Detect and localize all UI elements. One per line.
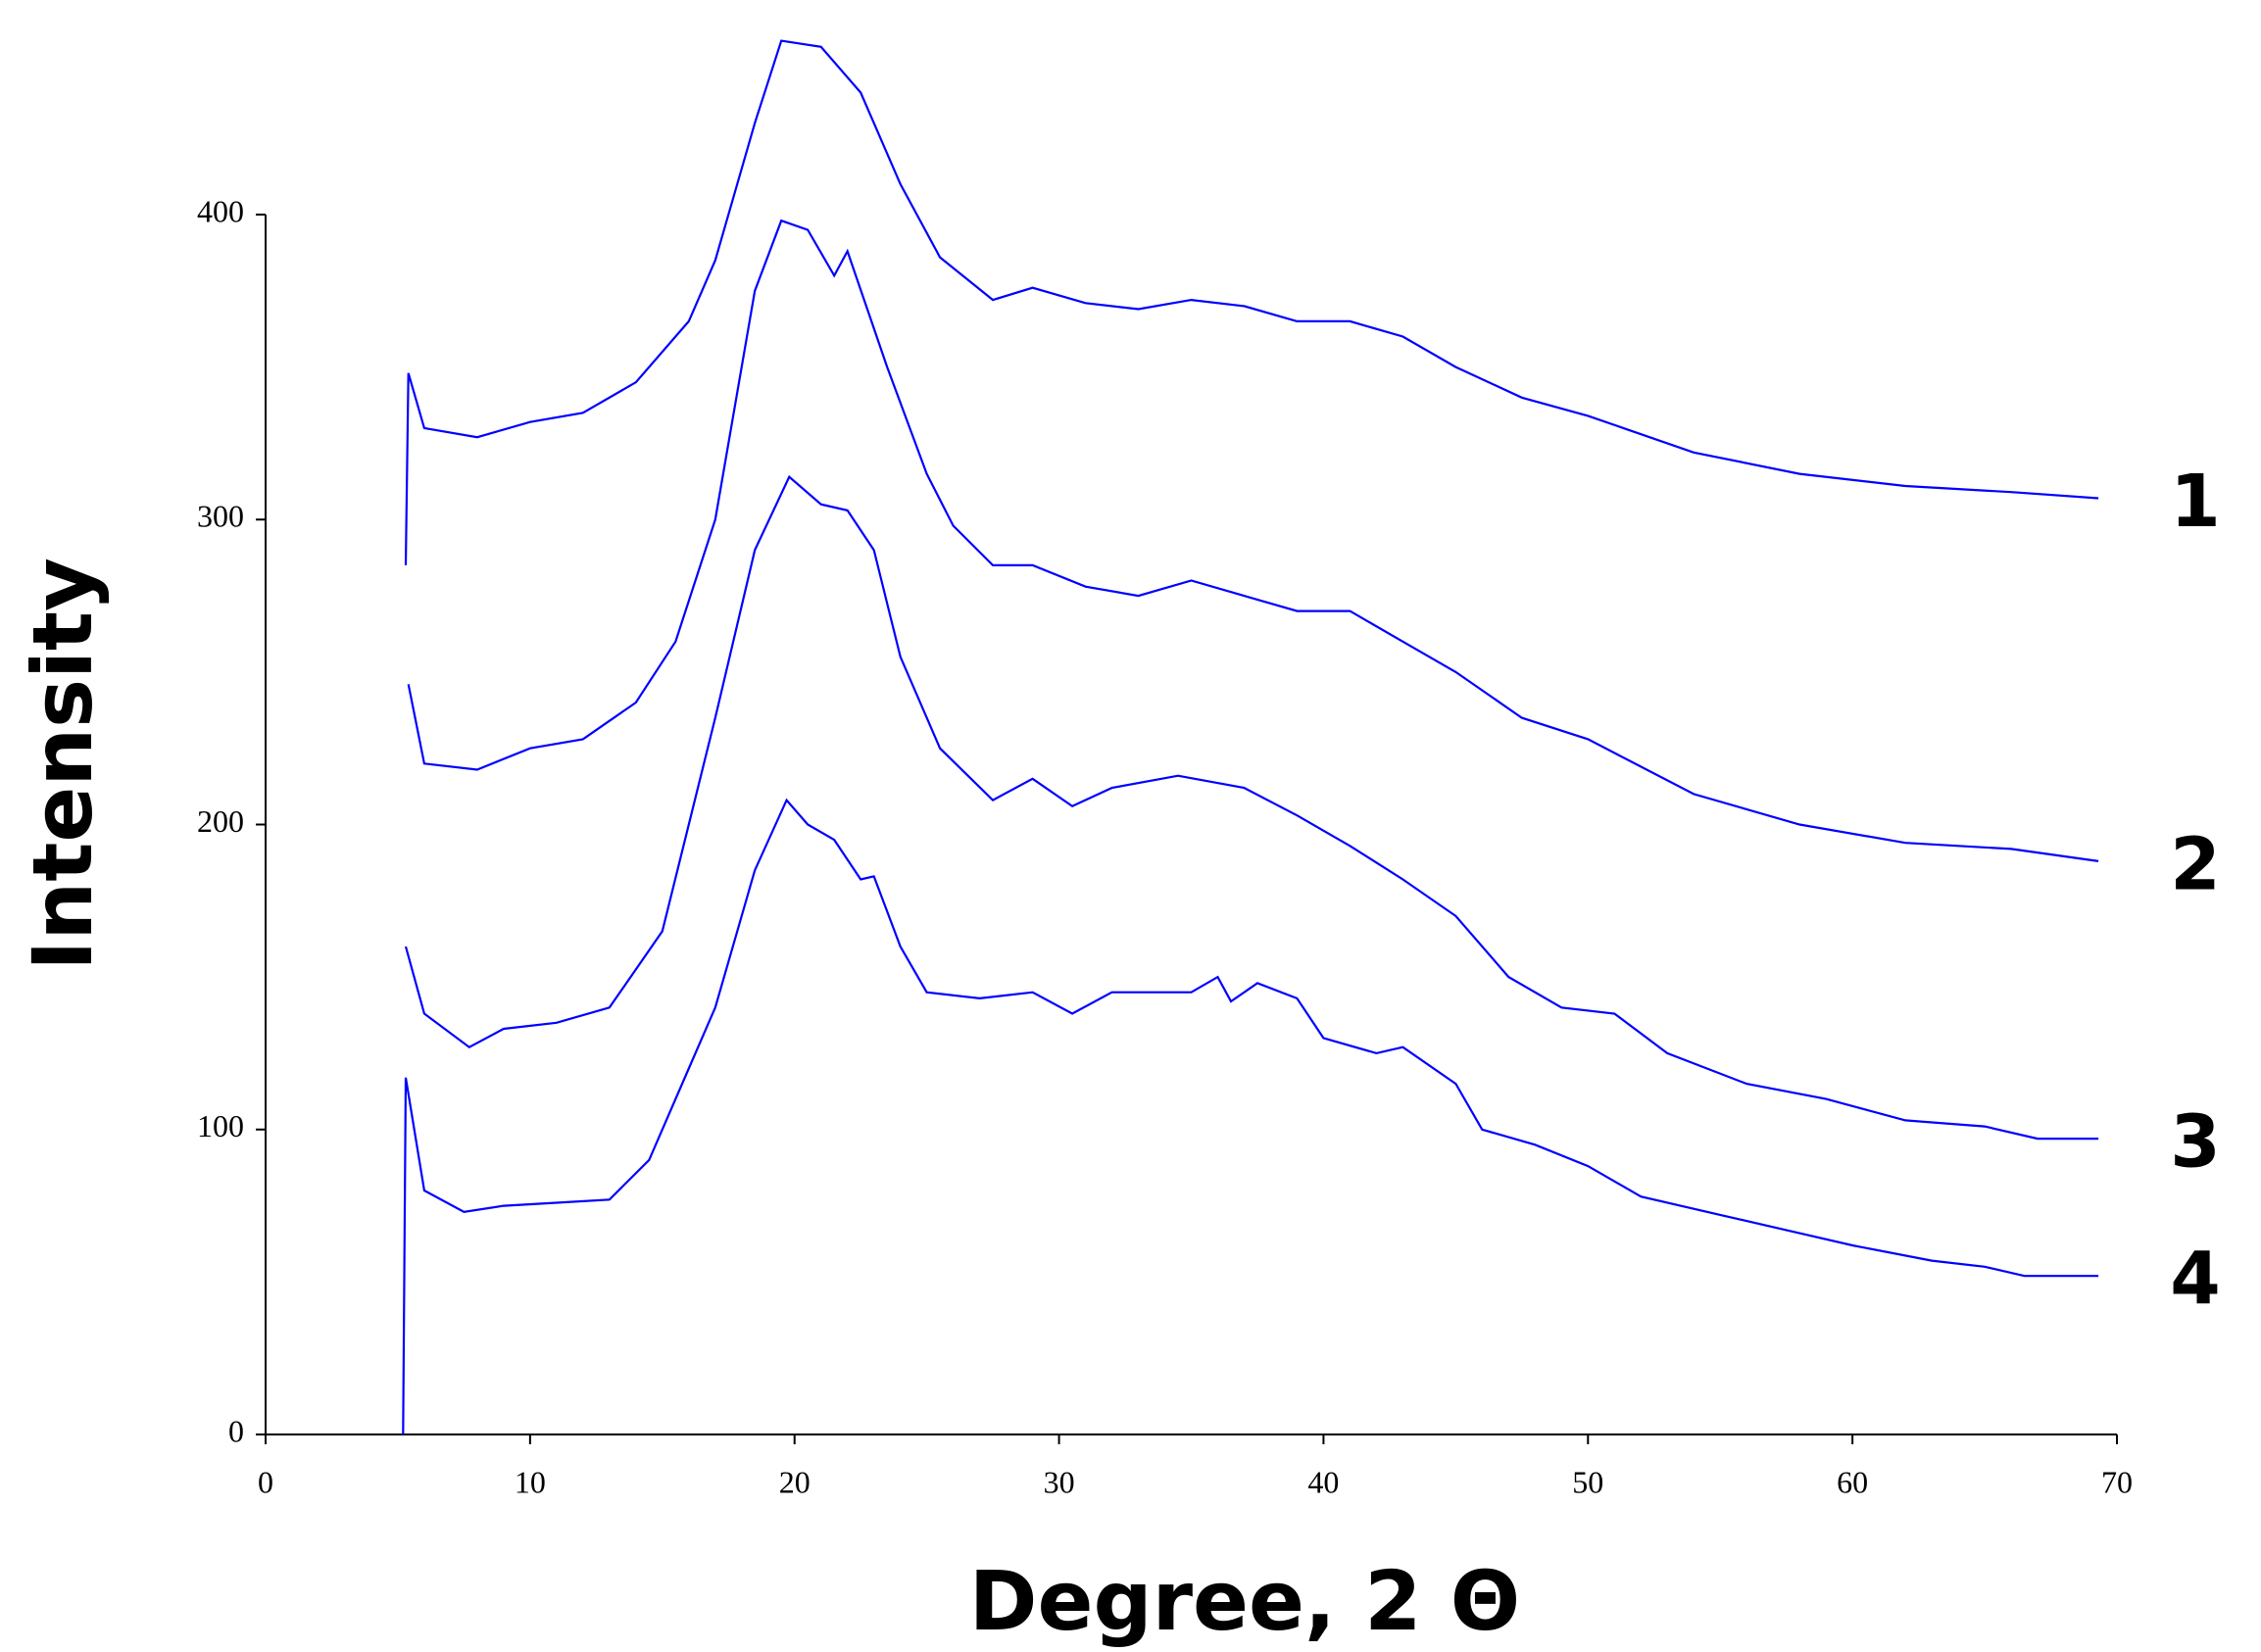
line (404, 474, 2099, 1141)
x-tick-label: 50 (1572, 1464, 1603, 1499)
y-tick-label: 200 (197, 803, 244, 839)
x-tick-label: 70 (2101, 1464, 2133, 1499)
x-tick-label: 0 (258, 1464, 273, 1499)
line (402, 798, 2099, 1435)
y-tick-label: 300 (197, 499, 244, 534)
series-label: 1 (2170, 460, 2221, 544)
y-tick-label: 400 (197, 193, 244, 228)
x-tick-label: 20 (779, 1464, 811, 1499)
y-tick-label: 0 (228, 1413, 244, 1448)
x-tick-label: 40 (1307, 1464, 1339, 1499)
x-tick-label: 30 (1044, 1464, 1075, 1499)
y-tick-label: 100 (197, 1108, 244, 1143)
x-tick-label: 10 (515, 1464, 546, 1499)
line (404, 39, 2099, 565)
x-tick-label: 60 (1837, 1464, 1868, 1499)
y-axis-title: Intensity (15, 558, 111, 971)
series-label: 4 (2170, 1238, 2221, 1322)
series-label: 2 (2170, 822, 2221, 906)
line (407, 219, 2099, 862)
x-axis-title: Degree, 2 Θ (969, 1553, 1520, 1649)
series-label: 3 (2170, 1100, 2221, 1185)
